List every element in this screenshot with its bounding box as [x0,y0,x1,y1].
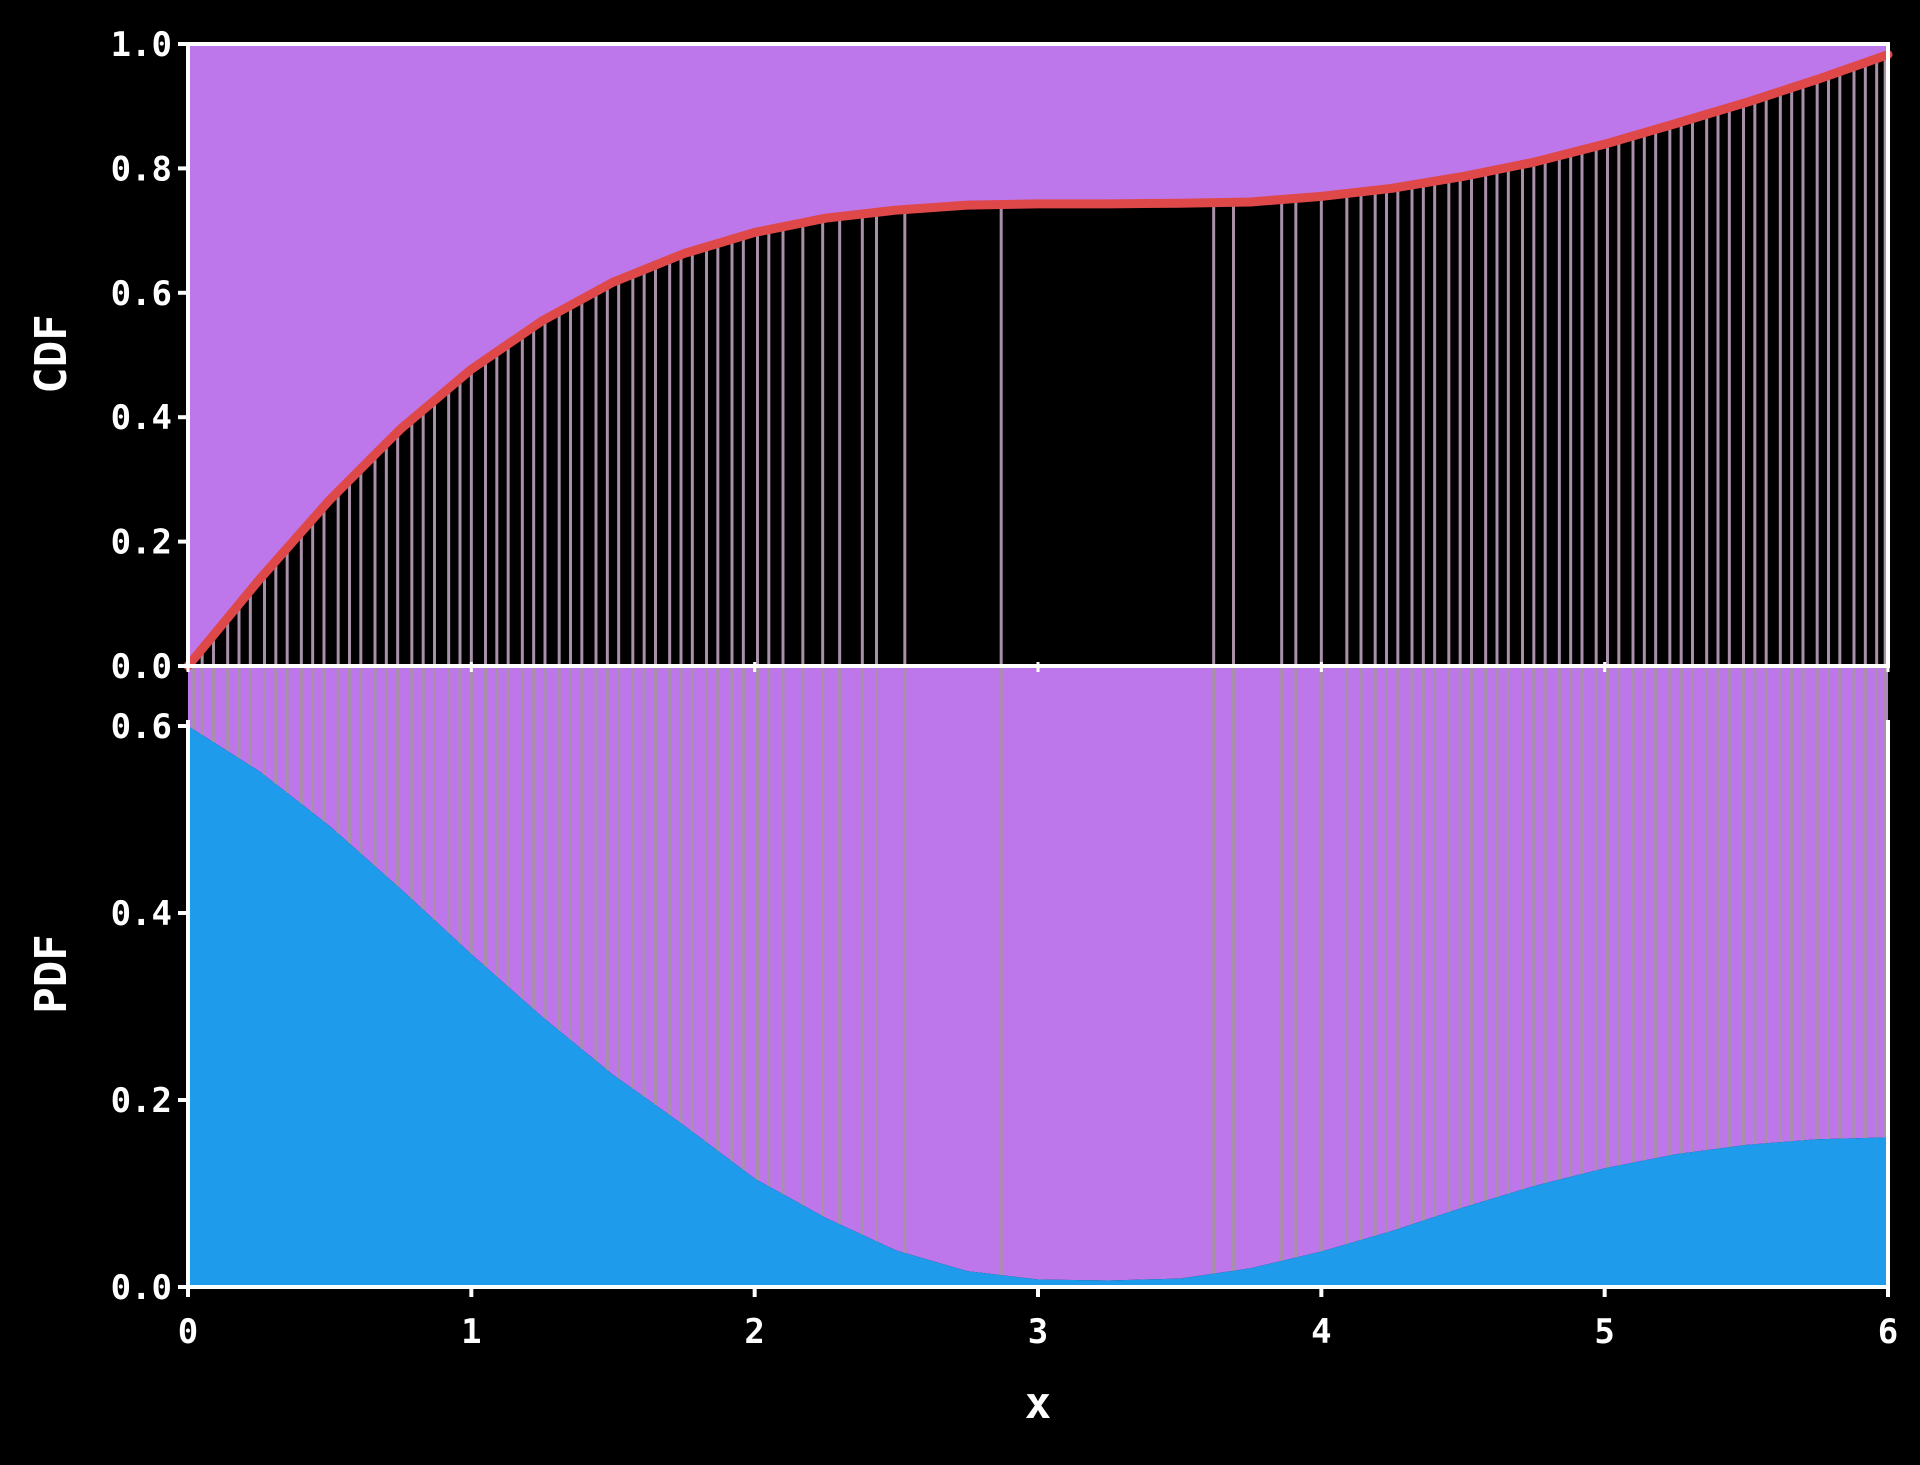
cdf-band-area [188,44,1888,666]
cdf-y-tick-label: 0.0 [111,647,172,687]
pdf-y-tick-label: 0.2 [111,1081,172,1121]
x-tick-label: 1 [461,1312,481,1352]
x-tick-label: 3 [1028,1312,1048,1352]
cdf-y-tick-label: 0.4 [111,398,172,438]
pdf-y-tick-label: 0.0 [111,1268,172,1308]
pdf-y-tick-label: 0.4 [111,894,172,934]
x-tick-label: 2 [744,1312,764,1352]
cdf-y-tick-label: 0.6 [111,274,172,314]
pdf-band-area [188,666,1888,1281]
x-axis-title: x [1025,1378,1052,1429]
pdf-axis-title: PDF [26,934,77,1013]
pdf-y-tick-label: 0.6 [111,707,172,747]
x-tick-label: 0 [178,1312,198,1352]
pdf-layer [188,726,1888,1287]
axes-layer: 0.0 0.2 0.4 0.6 0.8 1.0 0.0 0.2 0.4 0.6 0 1 2 3 4 5 6 [111,25,1899,1352]
cdf-y-tick-label: 0.8 [111,149,172,189]
x-tick-label: 6 [1878,1312,1898,1352]
sample-lines-layer [192,55,1887,1276]
cdf-axis-title: CDF [26,314,77,393]
x-tick-label: 5 [1594,1312,1614,1352]
cdf-y-tick-label: 0.2 [111,523,172,563]
cdf-layer [183,50,1893,671]
labels-layer: CDF PDF x [26,314,1051,1429]
cdf-y-tick-label: 1.0 [111,25,172,65]
sample-band-layer [188,44,1888,1281]
x-tick-label: 4 [1311,1312,1331,1352]
pdf-area [188,726,1888,1287]
cdf-line [183,50,1893,671]
